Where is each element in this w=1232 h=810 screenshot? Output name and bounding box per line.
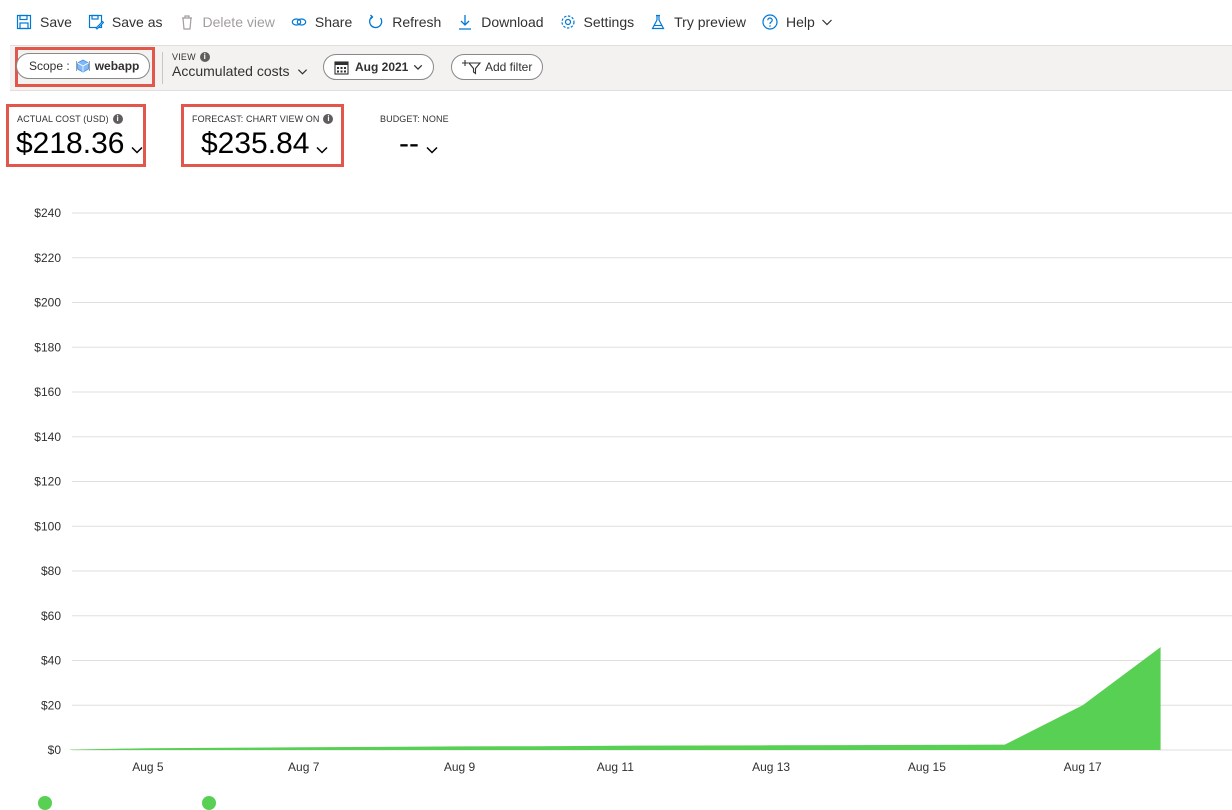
y-tick-label: $180	[34, 340, 61, 354]
forecast-value: $235.84	[201, 127, 309, 161]
x-tick-label: Aug 13	[752, 760, 790, 774]
refresh-button[interactable]: Refresh	[368, 6, 441, 38]
try-preview-label: Try preview	[674, 14, 746, 30]
y-tick-label: $100	[34, 519, 61, 533]
delete-view-label: Delete view	[203, 14, 275, 30]
refresh-label: Refresh	[392, 14, 441, 30]
command-toolbar: Save Save as Delete view Share Refresh D…	[0, 0, 1232, 44]
divider	[162, 52, 163, 84]
actual-cost-dropdown[interactable]: $218.36	[16, 127, 144, 161]
add-filter-icon	[462, 59, 482, 75]
y-tick-label: $220	[34, 251, 61, 265]
y-tick-label: $140	[34, 430, 61, 444]
legend-swatch-forecast	[202, 796, 216, 810]
save-as-label: Save as	[112, 14, 163, 30]
actual-cost-caption-row: ACTUAL COST (USD) i	[17, 114, 123, 124]
x-tick-label: Aug 11	[597, 760, 634, 774]
save-as-button[interactable]: Save as	[88, 6, 163, 38]
chevron-down-icon	[315, 144, 329, 156]
resource-group-icon	[76, 59, 90, 73]
series-area	[70, 647, 1161, 750]
forecast-dropdown[interactable]: $235.84	[201, 127, 329, 161]
filter-bar: Scope : webapp VIEW i Accumulated costs …	[10, 45, 1232, 91]
x-tick-label: Aug 17	[1064, 760, 1102, 774]
help-label: Help	[786, 14, 815, 30]
budget-kpi: BUDGET: NONE --	[372, 104, 492, 167]
save-label: Save	[40, 14, 72, 30]
budget-value: --	[399, 127, 419, 161]
share-label: Share	[315, 14, 352, 30]
actual-cost-value: $218.36	[16, 127, 124, 161]
info-icon: i	[323, 114, 333, 124]
link-icon	[291, 14, 307, 30]
scope-label: Scope :	[29, 59, 70, 73]
trash-icon	[179, 14, 195, 30]
settings-button[interactable]: Settings	[560, 6, 635, 38]
scope-value: webapp	[95, 59, 140, 73]
y-tick-label: $60	[41, 609, 61, 623]
add-filter-label: Add filter	[485, 60, 532, 74]
refresh-icon	[368, 14, 384, 30]
chevron-down-icon	[297, 66, 308, 77]
y-tick-label: $160	[34, 385, 61, 399]
y-tick-label: $0	[48, 743, 62, 757]
actual-cost-kpi: ACTUAL COST (USD) i $218.36	[6, 104, 146, 167]
x-tick-label: Aug 9	[444, 760, 476, 774]
calendar-icon	[334, 60, 349, 75]
flask-icon	[650, 14, 666, 30]
view-caption-row: VIEW i	[172, 52, 308, 62]
settings-label: Settings	[584, 14, 635, 30]
legend-swatch-accumulated	[38, 796, 52, 810]
download-button[interactable]: Download	[457, 6, 543, 38]
view-selector[interactable]: VIEW i Accumulated costs	[172, 52, 308, 79]
actual-cost-caption: ACTUAL COST (USD)	[17, 114, 109, 124]
y-tick-label: $120	[34, 475, 61, 489]
forecast-caption-row: FORECAST: CHART VIEW ON i	[192, 114, 333, 124]
share-button[interactable]: Share	[291, 6, 352, 38]
y-tick-label: $40	[41, 654, 61, 668]
view-caption: VIEW	[172, 52, 196, 62]
y-tick-label: $240	[34, 206, 61, 220]
chevron-down-icon	[130, 144, 144, 156]
chart-legend	[38, 796, 216, 810]
delete-view-button[interactable]: Delete view	[179, 6, 275, 38]
y-tick-label: $80	[41, 564, 61, 578]
scope-pill[interactable]: Scope : webapp	[16, 53, 150, 79]
chevron-down-icon	[425, 144, 439, 156]
gear-icon	[560, 14, 576, 30]
x-tick-label: Aug 5	[132, 760, 164, 774]
forecast-kpi: FORECAST: CHART VIEW ON i $235.84	[181, 104, 344, 167]
x-tick-label: Aug 15	[908, 760, 946, 774]
forecast-caption: FORECAST: CHART VIEW ON	[192, 114, 319, 124]
view-value: Accumulated costs	[172, 63, 290, 79]
save-icon	[16, 14, 32, 30]
accumulated-cost-chart: $0 $20 $40 $60 $80 $100 $120 $140 $160 $180 $200 $2…	[0, 195, 1232, 802]
chevron-down-icon	[413, 62, 423, 72]
y-tick-label: $20	[41, 698, 61, 712]
date-range-pill[interactable]: Aug 2021	[323, 54, 434, 80]
date-range-value: Aug 2021	[355, 60, 408, 74]
info-icon: i	[200, 52, 210, 62]
budget-dropdown[interactable]: --	[399, 127, 439, 161]
help-icon	[762, 14, 778, 30]
budget-caption: BUDGET: NONE	[380, 114, 449, 124]
download-icon	[457, 14, 473, 30]
add-filter-button[interactable]: Add filter	[451, 54, 543, 80]
try-preview-button[interactable]: Try preview	[650, 6, 746, 38]
x-tick-label: Aug 7	[288, 760, 320, 774]
help-button[interactable]: Help	[762, 6, 833, 38]
save-as-icon	[88, 14, 104, 30]
y-tick-label: $200	[34, 296, 61, 310]
view-value-row: Accumulated costs	[172, 63, 308, 79]
chevron-down-icon	[821, 16, 833, 28]
budget-caption-row: BUDGET: NONE	[380, 114, 449, 124]
download-label: Download	[481, 14, 543, 30]
save-button[interactable]: Save	[16, 6, 72, 38]
info-icon: i	[113, 114, 123, 124]
